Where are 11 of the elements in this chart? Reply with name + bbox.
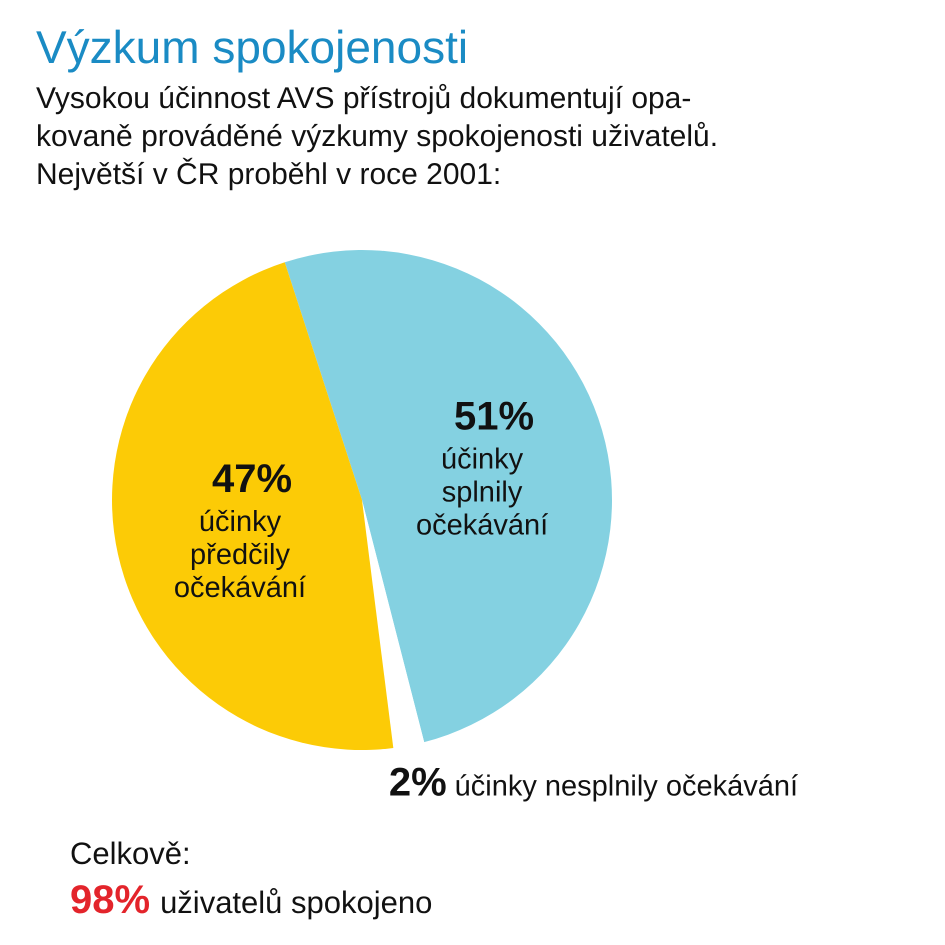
data-label: 51%: [454, 394, 534, 439]
chart-subtitle: Vysokou účinnost AVS přístrojů dokumentují opa- kovaně prováděné výzkumy spokojenosti uživatelů. Největší v ČR proběhl v roce 2001:: [36, 81, 718, 193]
data-label: 2%: [388, 760, 447, 805]
text: Celkově:: [70, 836, 192, 872]
slice-label: účinky splnily očekávání: [416, 444, 548, 542]
slice-label: účinky předčily očekávání: [174, 506, 306, 604]
slice-label: účinky nesplnily očekávání: [454, 770, 798, 803]
data-label: 47%: [212, 456, 292, 501]
text: 98%: [70, 878, 150, 922]
chart-title: Výzkum spokojenosti: [36, 20, 468, 74]
text: uživatelů spokojeno: [160, 885, 432, 920]
